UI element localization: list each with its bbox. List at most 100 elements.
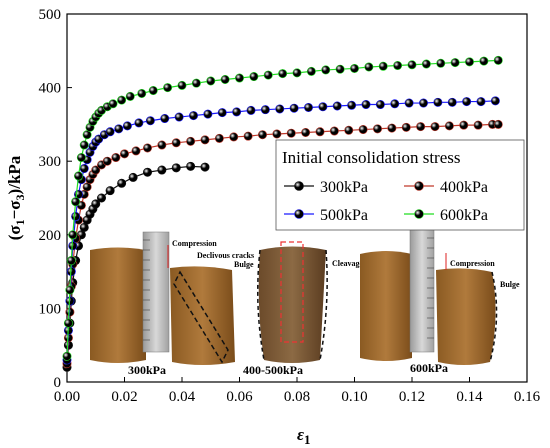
- y-tick-label: 400: [39, 81, 62, 97]
- legend-marker: [414, 209, 424, 219]
- data-point: [361, 100, 371, 110]
- data-point: [71, 211, 81, 221]
- data-point: [289, 103, 299, 113]
- legend-label: 600kPa: [440, 207, 488, 224]
- data-point: [329, 126, 339, 136]
- y-tick-label: 500: [39, 7, 62, 23]
- data-point: [301, 127, 311, 137]
- legend-marker: [294, 181, 304, 191]
- data-point: [433, 97, 443, 107]
- data-point: [163, 83, 173, 93]
- data-point: [174, 112, 184, 122]
- photo-label-300: 300kPa: [128, 363, 166, 377]
- data-point: [122, 121, 132, 131]
- x-tick-label: 0.00: [54, 389, 80, 405]
- anno-bulge-400-500: Bulge: [234, 260, 254, 269]
- x-tick-label: 0.04: [169, 389, 196, 405]
- y-label-part-1: (σ: [5, 225, 24, 241]
- data-point: [332, 101, 342, 111]
- data-point: [306, 66, 316, 76]
- x-axis-label-sub: 1: [304, 432, 311, 447]
- data-point: [117, 95, 127, 105]
- legend-items: 300kPa 400kPa 500kPa 600kPa: [284, 179, 488, 224]
- data-point: [131, 146, 141, 156]
- data-point: [318, 102, 328, 112]
- anno-compression-600: Compression: [450, 259, 495, 268]
- data-point: [171, 138, 181, 148]
- data-point: [143, 167, 153, 177]
- ruler-600: [409, 227, 435, 353]
- bulge-outline-600: [489, 271, 498, 363]
- data-point: [418, 98, 428, 108]
- data-point: [364, 62, 374, 72]
- anno-bulge-600: Bulge: [500, 280, 520, 289]
- data-point: [347, 100, 357, 110]
- ruler-ticks-600: [427, 237, 434, 339]
- data-point: [160, 114, 170, 124]
- data-point: [315, 127, 325, 137]
- data-point: [128, 172, 138, 182]
- data-point: [177, 80, 187, 90]
- data-point: [91, 165, 101, 175]
- data-point: [421, 59, 431, 69]
- data-point: [275, 104, 285, 114]
- legend-title: Initial consolidation stress: [282, 148, 460, 167]
- data-point: [292, 68, 302, 78]
- data-point: [63, 318, 73, 328]
- data-point: [105, 127, 115, 137]
- data-point: [229, 132, 239, 142]
- specimen-failed-600: [436, 268, 496, 365]
- data-point: [378, 61, 388, 71]
- legend: Initial consolidation stress 300kPa 400kP…: [275, 139, 525, 231]
- x-tick-label: 0.02: [111, 389, 137, 405]
- x-tick-label: 0.06: [226, 389, 253, 405]
- data-point: [62, 351, 72, 361]
- data-point: [464, 57, 474, 67]
- x-tick-label: 0.14: [456, 389, 483, 405]
- data-point: [189, 111, 199, 121]
- legend-item: 600kPa: [404, 207, 488, 224]
- data-point: [407, 60, 417, 70]
- data-point: [459, 120, 469, 130]
- photo-label-400-500: 400-500kPa: [243, 363, 303, 377]
- data-point: [68, 230, 78, 240]
- data-point: [191, 78, 201, 88]
- photo-400-500kpa: Bulge Cleavage cracking 400-500kPa: [234, 241, 395, 377]
- data-point: [260, 105, 270, 115]
- data-point: [71, 197, 81, 207]
- bulge-outline-400-500: [257, 249, 265, 361]
- data-point: [186, 161, 196, 171]
- data-point: [272, 129, 282, 139]
- data-point: [490, 96, 500, 106]
- photo-300kpa: Compression Declivous cracks 300kPa: [90, 231, 254, 377]
- data-point: [157, 165, 167, 175]
- data-point: [76, 153, 86, 163]
- data-point: [217, 108, 227, 118]
- data-point: [171, 163, 181, 173]
- legend-box: [275, 139, 525, 231]
- data-point: [232, 107, 242, 117]
- data-point: [493, 119, 503, 129]
- x-axis-label: ε1: [297, 425, 310, 447]
- data-point: [416, 122, 426, 132]
- y-label-part-3: −σ: [5, 200, 24, 220]
- data-point: [476, 97, 486, 107]
- data-point: [321, 65, 331, 75]
- data-point: [148, 86, 158, 96]
- specimen-failed-300: [170, 266, 235, 365]
- y-tick-label: 200: [39, 228, 62, 244]
- data-point: [235, 73, 245, 83]
- data-point: [249, 72, 259, 82]
- data-point: [335, 64, 345, 74]
- y-axis-ticks: 0 100 200 300 400 500: [39, 7, 72, 391]
- data-point: [375, 100, 385, 110]
- data-point: [214, 133, 224, 143]
- data-point: [372, 124, 382, 134]
- x-tick-label: 0.10: [341, 389, 367, 405]
- data-point: [97, 193, 107, 203]
- data-point: [134, 118, 144, 128]
- data-point: [137, 88, 147, 98]
- y-label-part-5: )/kPa: [5, 155, 24, 194]
- y-tick-label: 300: [39, 154, 62, 170]
- data-point: [111, 153, 121, 163]
